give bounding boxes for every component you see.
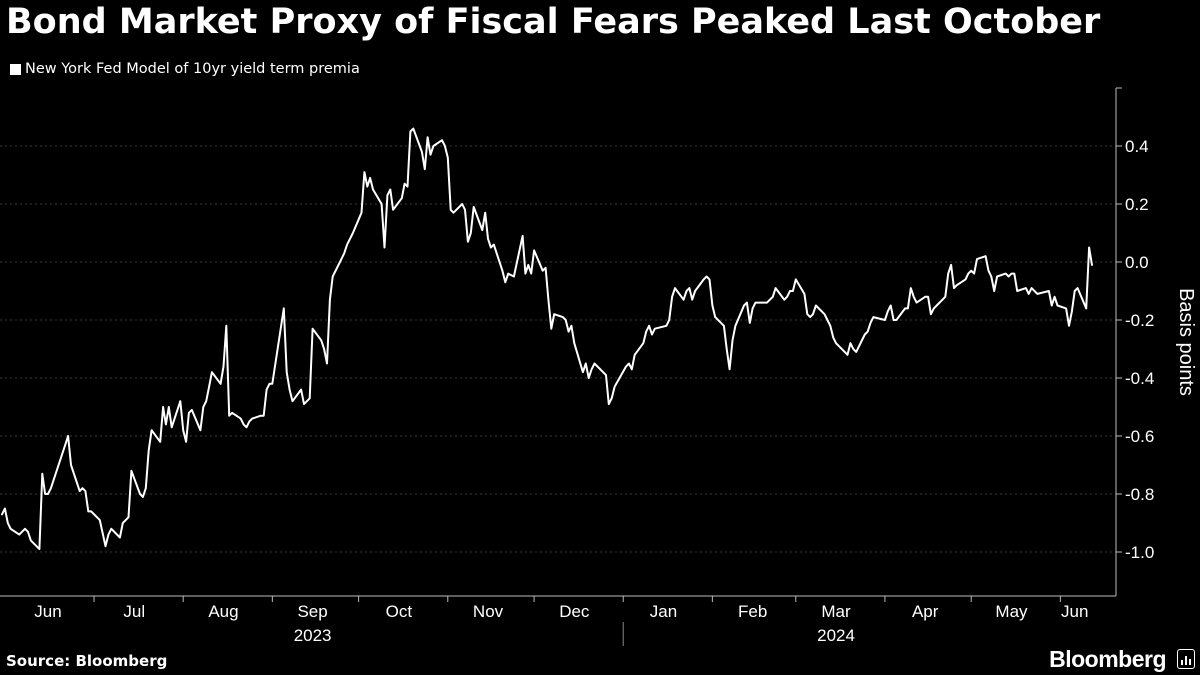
y-tick-label: -0.6 [1125, 427, 1154, 446]
x-tick-label: Feb [738, 602, 767, 621]
bloomberg-chart-icon [1177, 649, 1195, 669]
legend: New York Fed Model of 10yr yield term pr… [10, 61, 360, 77]
year-label: 2023 [294, 626, 332, 645]
x-tick-label: Jul [123, 602, 145, 621]
x-tick-label: Nov [473, 602, 504, 621]
x-tick-label: Jun [34, 602, 61, 621]
x-tick-label: Jan [650, 602, 677, 621]
y-tick-label: -0.2 [1125, 311, 1154, 330]
axis-layer: 0.4 0.2 0.0 -0.2 -0.4 -0.6 -0.8 -1.0 Jun Jul Aug Se… [0, 87, 1154, 646]
x-tick-label: Aug [208, 602, 238, 621]
year-label: 2024 [817, 626, 855, 645]
x-tick-label: Oct [386, 602, 413, 621]
source-note: Source: Bloomberg [6, 652, 168, 670]
series-line [1, 127, 1093, 551]
y-tick-label: 0.2 [1125, 195, 1149, 214]
x-tick-label: Dec [559, 602, 590, 621]
y-tick-label: -1.0 [1125, 543, 1154, 562]
chart-title: Bond Market Proxy of Fiscal Fears Peaked… [6, 2, 1101, 42]
y-tick-label: 0.0 [1125, 253, 1149, 272]
x-tick-label: Mar [821, 602, 851, 621]
legend-swatch-icon [10, 63, 21, 75]
legend-label: New York Fed Model of 10yr yield term pr… [25, 61, 360, 77]
x-tick-label: Apr [912, 602, 939, 621]
y-axis-label: Basis points [1175, 288, 1197, 396]
y-tick-label: 0.4 [1125, 137, 1149, 156]
x-tick-label: May [995, 602, 1028, 621]
y-tick-label: -0.8 [1125, 485, 1154, 504]
brand-logo: Bloomberg [1049, 646, 1166, 672]
x-tick-label: Sep [297, 602, 327, 621]
x-tick-label: Jun [1061, 602, 1088, 621]
grid-layer [0, 145, 1116, 553]
series-layer [1, 127, 1093, 551]
y-tick-label: -0.4 [1125, 369, 1154, 388]
